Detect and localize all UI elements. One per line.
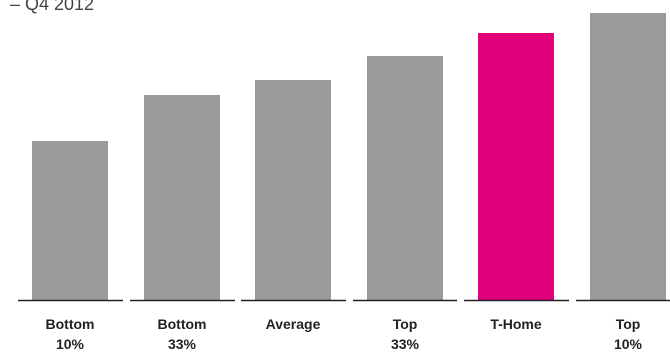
bar-top-33- bbox=[367, 56, 443, 300]
x-tick-label: Bottom 33% bbox=[158, 316, 207, 352]
x-tick-label: T-Home bbox=[490, 316, 542, 332]
bar-top-10- bbox=[590, 13, 666, 300]
x-tick-label: Top 10% bbox=[614, 316, 643, 352]
bar-average bbox=[255, 80, 331, 300]
x-tick-labels: Bottom 10% Bottom 33% Average Top 33% T-Home Top… bbox=[46, 316, 643, 352]
x-tick-label: Bottom 10% bbox=[46, 316, 95, 352]
bar-bottom-33- bbox=[144, 95, 220, 300]
x-tick-label: Average bbox=[266, 316, 321, 332]
bars-group bbox=[32, 13, 666, 300]
chart-subtitle: – Q4 2012 bbox=[10, 0, 95, 14]
bar-t-home bbox=[478, 33, 554, 300]
bar-bottom-10- bbox=[32, 141, 108, 300]
x-tick-label: Top 33% bbox=[391, 316, 420, 352]
